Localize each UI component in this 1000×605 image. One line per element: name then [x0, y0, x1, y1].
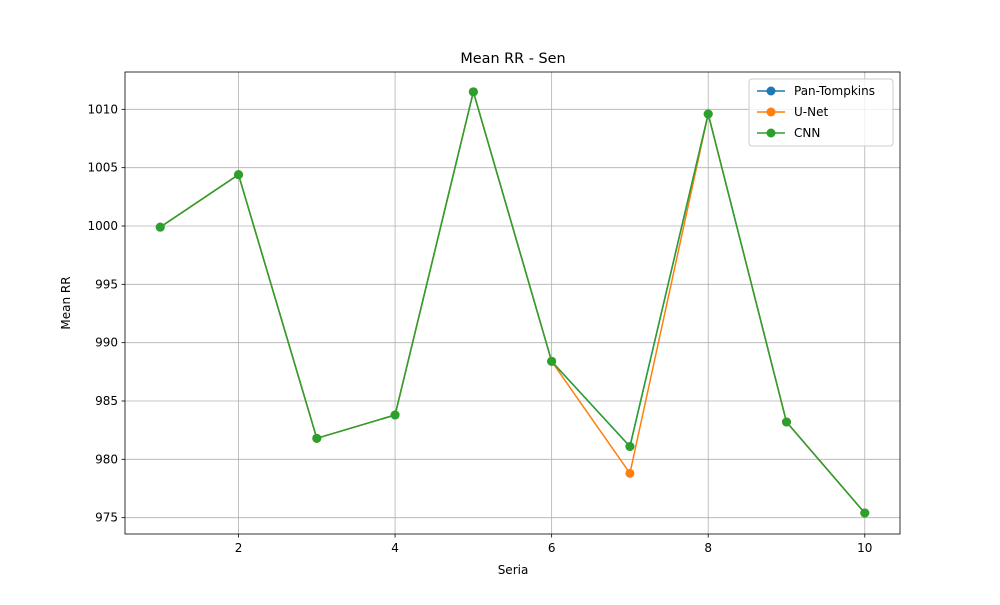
- y-tick-label: 995: [95, 277, 118, 291]
- legend-swatch-marker: [766, 107, 776, 117]
- y-tick-label: 985: [95, 394, 118, 408]
- series-line: [159, 91, 866, 514]
- series-line: [159, 91, 866, 514]
- data-point: [625, 468, 635, 478]
- y-tick-label: 980: [95, 452, 118, 466]
- legend-label: CNN: [794, 126, 820, 140]
- x-tick-label: 2: [235, 541, 243, 555]
- series-pan-tompkins: [155, 87, 870, 518]
- chart-title: Mean RR - Sen: [460, 51, 565, 67]
- y-tick-label: 990: [95, 336, 118, 350]
- legend-item: CNN: [757, 126, 820, 140]
- y-axis-title: Mean RR: [59, 276, 73, 329]
- axes-layer: 2 4 6 8 10 975 980 985 990 995 1000 1005 1010: [87, 71, 901, 555]
- legend-label: Pan-Tompkins: [794, 84, 875, 98]
- series-line: [159, 91, 866, 514]
- legend-item: U-Net: [757, 105, 828, 119]
- y-tick-label: 1005: [87, 161, 118, 175]
- data-point: [312, 433, 322, 443]
- series-layer: [155, 87, 870, 518]
- y-tick-label: 1000: [87, 219, 118, 233]
- data-point: [860, 508, 870, 518]
- legend: Pan-Tompkins U-Net CNN: [748, 78, 894, 147]
- data-point: [781, 417, 791, 427]
- x-tick-label: 8: [704, 541, 712, 555]
- series-cnn: [155, 87, 870, 518]
- data-point: [234, 170, 244, 180]
- legend-box: [748, 78, 894, 147]
- x-tick-label: 6: [548, 541, 556, 555]
- data-point: [625, 442, 635, 451]
- x-tick-label: 4: [391, 541, 399, 555]
- y-tick-label: 1010: [87, 102, 118, 116]
- plot-frame: [124, 71, 901, 535]
- series-u-net: [155, 87, 870, 518]
- x-tick-label: 10: [857, 541, 872, 555]
- legend-swatch-marker: [766, 128, 776, 138]
- legend-item: Pan-Tompkins: [757, 84, 875, 98]
- legend-label: U-Net: [794, 105, 828, 119]
- data-point: [703, 109, 713, 119]
- data-point: [390, 410, 400, 420]
- legend-swatch-marker: [766, 86, 776, 96]
- x-axis-title: Seria: [498, 563, 529, 577]
- y-tick-label: 975: [95, 511, 118, 525]
- data-point: [547, 356, 557, 366]
- data-point: [155, 222, 165, 232]
- data-point: [468, 87, 478, 97]
